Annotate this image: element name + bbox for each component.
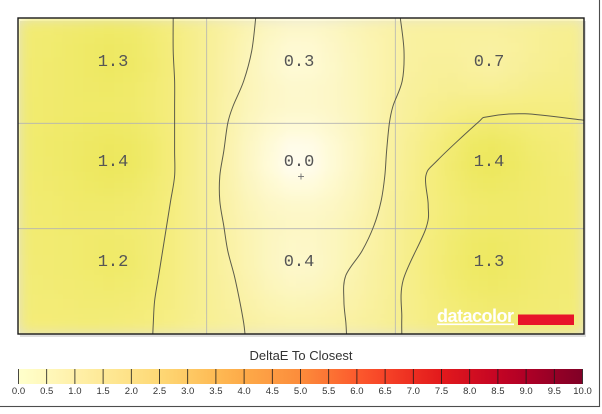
svg-text:7.5: 7.5 — [435, 386, 448, 397]
svg-text:6.5: 6.5 — [378, 386, 391, 397]
svg-text:4.5: 4.5 — [266, 386, 279, 397]
svg-text:1.4: 1.4 — [98, 153, 129, 172]
svg-text:6.0: 6.0 — [350, 386, 363, 397]
svg-text:2.5: 2.5 — [153, 386, 166, 397]
svg-text:1.0: 1.0 — [68, 386, 81, 397]
svg-text:7.0: 7.0 — [407, 386, 420, 397]
svg-text:8.0: 8.0 — [463, 386, 476, 397]
svg-text:1.4: 1.4 — [474, 153, 505, 172]
svg-text:4.0: 4.0 — [237, 386, 250, 397]
svg-text:DeltaE To Closest: DeltaE To Closest — [249, 348, 352, 363]
svg-text:0.3: 0.3 — [284, 53, 315, 72]
svg-text:1.5: 1.5 — [96, 386, 109, 397]
svg-text:9.0: 9.0 — [519, 386, 532, 397]
svg-text:9.5: 9.5 — [548, 386, 561, 397]
svg-text:8.5: 8.5 — [491, 386, 504, 397]
svg-text:0.5: 0.5 — [40, 386, 53, 397]
svg-text:1.3: 1.3 — [98, 53, 129, 72]
svg-text:2.0: 2.0 — [125, 386, 138, 397]
svg-text:1.2: 1.2 — [98, 253, 129, 272]
svg-text:5.0: 5.0 — [294, 386, 307, 397]
svg-text:0.0: 0.0 — [284, 153, 315, 172]
svg-text:0.4: 0.4 — [284, 253, 315, 272]
svg-text:3.0: 3.0 — [181, 386, 194, 397]
svg-text:1.3: 1.3 — [474, 253, 505, 272]
svg-text:10.0: 10.0 — [573, 386, 592, 397]
svg-text:datacolor: datacolor — [437, 306, 514, 326]
svg-text:0.7: 0.7 — [474, 53, 505, 72]
svg-text:5.5: 5.5 — [322, 386, 335, 397]
svg-text:3.5: 3.5 — [209, 386, 222, 397]
svg-text:0.0: 0.0 — [12, 386, 25, 397]
